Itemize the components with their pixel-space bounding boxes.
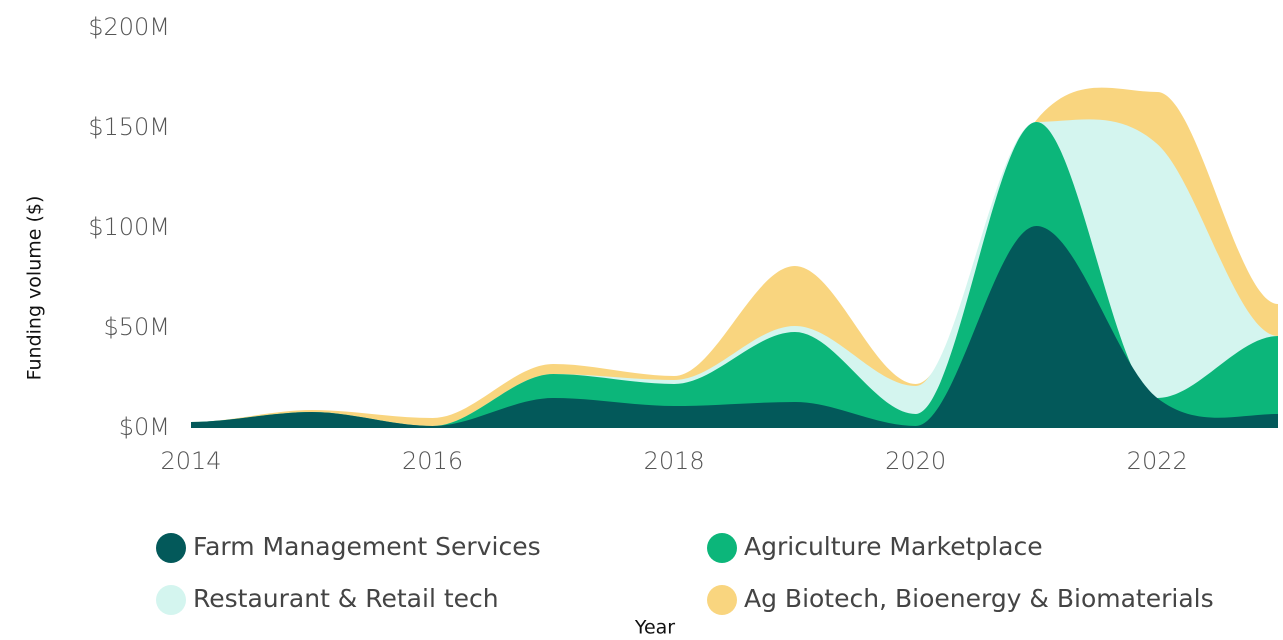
legend-label: Restaurant & Retail tech	[193, 584, 499, 613]
legend-label: Farm Management Services	[193, 532, 541, 561]
x-tick-label: 2016	[402, 447, 463, 475]
area	[191, 226, 1278, 428]
y-tick-label: $50M	[103, 313, 170, 341]
x-axis-label: Year	[634, 617, 675, 639]
y-tick-label: $0M	[119, 413, 170, 441]
x-tick-label: 2014	[160, 447, 221, 475]
y-axis-label: Funding volume ($)	[24, 196, 46, 381]
legend-label: Agriculture Marketplace	[744, 532, 1043, 561]
legend-label: Ag Biotech, Bioenergy & Biomaterials	[744, 584, 1214, 613]
x-tick-label: 2018	[644, 447, 705, 475]
y-tick-label: $200M	[88, 13, 170, 41]
y-tick-label: $100M	[88, 213, 170, 241]
y-tick-label: $150M	[88, 113, 170, 141]
legend-swatch	[707, 533, 737, 563]
x-tick-label: 2022	[1127, 447, 1188, 475]
legend-swatch	[156, 585, 186, 615]
legend-swatch	[707, 585, 737, 615]
legend-swatch	[156, 533, 186, 563]
x-tick-label: 2020	[885, 447, 946, 475]
